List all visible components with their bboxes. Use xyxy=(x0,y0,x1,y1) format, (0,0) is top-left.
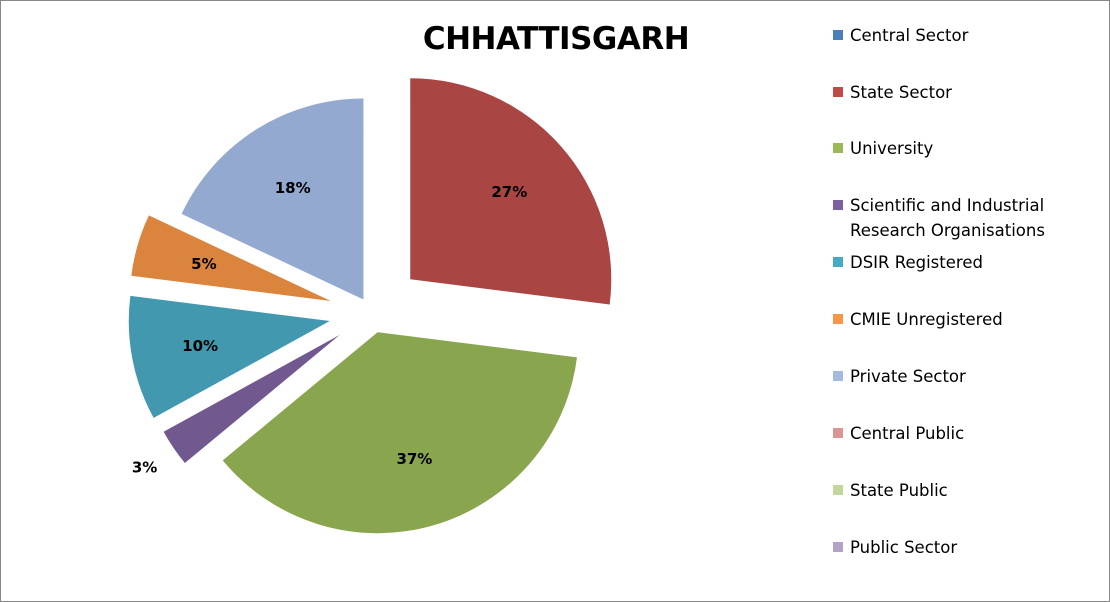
pie-data-label: 10% xyxy=(182,337,218,355)
legend-swatch xyxy=(833,87,843,97)
pie-slice-scientific-and-industrial-research-organisations xyxy=(163,334,340,464)
legend-label: Scientific and Industrial Research Organ… xyxy=(850,196,1045,240)
chart-title: CHHATTISGARH xyxy=(422,21,690,57)
pie-data-label: 3% xyxy=(132,459,157,477)
pie-data-label: 27% xyxy=(491,183,527,201)
legend-swatch xyxy=(833,257,843,267)
pie-slice-private-sector xyxy=(181,98,364,300)
legend-swatch xyxy=(833,200,843,210)
legend-swatch xyxy=(833,314,843,324)
legend-label: Public Sector xyxy=(850,538,958,557)
legend-label: DSIR Registered xyxy=(850,253,983,272)
legend-swatch xyxy=(833,428,843,438)
legend-label: State Sector xyxy=(850,83,952,102)
legend-swatch xyxy=(833,30,843,40)
pie-data-label: 5% xyxy=(191,255,216,273)
pie-slice-cmie-unregistered xyxy=(131,215,331,301)
legend-label: CMIE Unregistered xyxy=(850,310,1003,329)
legend-label: Central Sector xyxy=(850,26,969,45)
pie-slice-dsir-registered xyxy=(128,295,330,418)
pie-data-label: 37% xyxy=(396,450,432,468)
pie-slice-state-sector xyxy=(410,78,612,305)
pie-slice-university xyxy=(222,332,577,534)
legend-swatch xyxy=(833,143,843,153)
legend-label: Central Public xyxy=(850,424,965,443)
legend-swatch xyxy=(833,542,843,552)
legend-label: Private Sector xyxy=(850,367,966,386)
pie-data-label: 18% xyxy=(275,179,311,197)
legend-label: University xyxy=(850,139,934,158)
legend-label: State Public xyxy=(850,481,948,500)
legend-swatch xyxy=(833,371,843,381)
legend-swatch xyxy=(833,485,843,495)
